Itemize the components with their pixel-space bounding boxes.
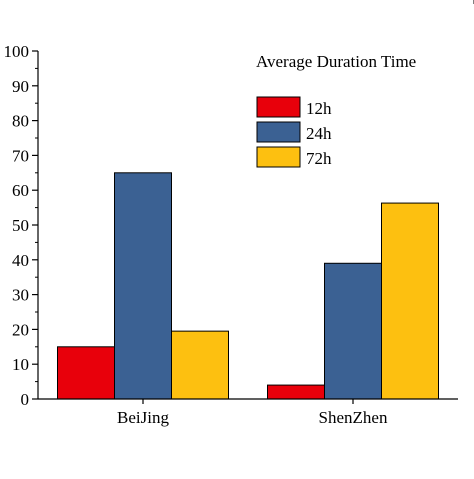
bar-72h-ShenZhen [381,202,439,400]
y-tick-label: 10 [12,355,29,374]
bar-24h-ShenZhen [324,262,382,400]
y-axis: 0 10 20 30 40 50 60 70 80 90 100 [4,42,39,409]
bar-72h-BeiJing [171,330,229,400]
y-tick-label: 40 [12,251,29,270]
legend-label-24h: 24h [306,124,332,143]
y-tick-label: 70 [12,146,29,165]
bar-12h-BeiJing [57,346,115,400]
legend-swatch-12h [256,96,301,118]
y-tick-label: 100 [4,42,30,61]
legend: Average Duration Time 12h 24h 72h [256,52,416,168]
legend-label-12h: 12h [306,99,332,118]
y-tick-label: 90 [12,77,29,96]
y-tick-label: 30 [12,286,29,305]
y-tick-label: 0 [21,390,30,409]
legend-swatch-24h [256,121,301,143]
bar-24h-BeiJing [114,172,172,400]
y-tick-label: 60 [12,181,29,200]
bars [57,172,439,400]
y-tick-label: 50 [12,216,29,235]
x-axis: BeiJing ShenZhen [38,398,458,427]
legend-title: Average Duration Time [256,52,416,71]
y-tick-label: 20 [12,320,29,339]
x-tick-label: BeiJing [117,408,169,427]
x-tick-label: ShenZhen [319,408,388,427]
bar-12h-ShenZhen [267,384,325,400]
legend-label-72h: 72h [306,149,332,168]
legend-swatch-72h [256,146,301,168]
y-tick-label: 80 [12,112,29,131]
